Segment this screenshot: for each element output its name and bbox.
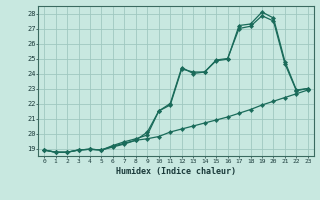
X-axis label: Humidex (Indice chaleur): Humidex (Indice chaleur) [116, 167, 236, 176]
